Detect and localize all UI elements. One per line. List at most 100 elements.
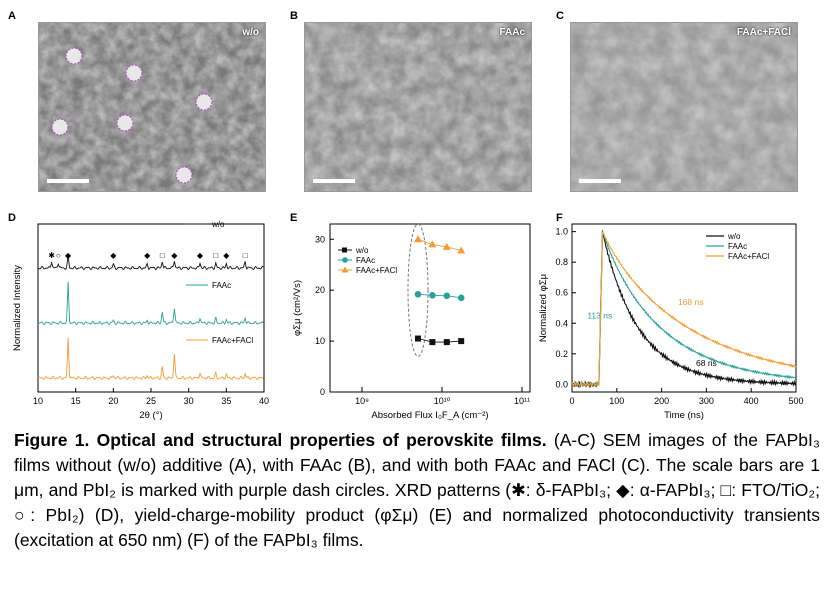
legend-label: FAAc+FACl: [212, 336, 253, 345]
phase-marker: □: [243, 251, 248, 260]
phase-marker: ◆: [65, 251, 72, 260]
panel-letter-c: C: [556, 10, 564, 22]
legend-marker: [341, 266, 349, 273]
phase-marker: ◆: [223, 251, 230, 260]
phase-marker: ◆: [144, 251, 151, 260]
transient-series-line: [571, 231, 797, 388]
data-point: [415, 335, 421, 342]
data-point: [442, 242, 451, 250]
y-tick-label: 0.6: [555, 288, 568, 298]
y-axis-label: Normalized Intensity: [12, 265, 23, 351]
data-point: [429, 291, 436, 299]
panel-letter-e: E: [290, 212, 298, 224]
x-tick-label: 500: [788, 396, 803, 406]
sem-image-b: FAAc: [304, 22, 532, 192]
y-axis-label: φΣμ (cm²/Vs): [292, 280, 303, 336]
pbi2-circle: [195, 93, 213, 111]
xrd-chart: 10 15 20 25 30 35 40 2θ (°) Normalized Intensity…: [12, 220, 269, 421]
panel-letter-b: B: [290, 10, 298, 22]
figure-caption: Figure 1. Optical and structural propert…: [14, 428, 820, 553]
xrd-series-line: [37, 281, 264, 326]
phase-marker: □: [213, 251, 218, 260]
y-tick-label: 0: [320, 387, 325, 397]
x-axis-label: 2θ (°): [139, 410, 162, 421]
legend-label: w/o: [727, 232, 741, 241]
x-tick-label: 400: [744, 396, 759, 406]
legend-label: FAAc: [728, 242, 747, 251]
x-tick-label: 20: [108, 396, 118, 406]
x-tick-label: 0: [569, 396, 574, 406]
plot-frame: [329, 223, 531, 393]
series-line: [417, 293, 462, 299]
x-tick-label: 10¹⁰: [434, 396, 451, 406]
mobility-chart: 10⁹ 10¹⁰ 10¹¹ 0 10 20 30 Absorbed Flux I₀F_A (c…: [292, 223, 531, 421]
x-axis-label: Absorbed Flux I₀F_A (cm⁻²): [371, 410, 488, 421]
panel-letter-a: A: [8, 10, 16, 22]
legend-marker: [342, 247, 347, 253]
y-tick-label: 1.0: [555, 227, 568, 237]
x-tick-label: 40: [259, 396, 269, 406]
plot-frame: [37, 223, 265, 393]
pbi2-circle: [51, 118, 69, 136]
highlight-ellipse: [407, 223, 429, 357]
phase-marker: ◆: [197, 251, 204, 260]
x-tick-label: 10⁹: [355, 396, 369, 406]
x-tick-label: 35: [221, 396, 231, 406]
legend-label: FAAc: [212, 281, 231, 290]
x-axis-label: Time (ns): [664, 410, 704, 421]
x-tick-label: 15: [71, 396, 81, 406]
xrd-series-line: [37, 255, 264, 271]
data-point: [458, 338, 465, 345]
x-tick-label: 25: [146, 396, 156, 406]
transient-series-line: [571, 231, 797, 389]
panel-letter-f: F: [556, 212, 563, 224]
sem-label-b: FAAc: [499, 27, 525, 38]
y-tick-label: 20: [315, 285, 325, 295]
caption-body: (A-C) SEM images of the FAPbI₃ films wit…: [14, 430, 820, 550]
data-point: [429, 339, 436, 346]
legend-label: w/o: [355, 246, 369, 255]
x-tick-label: 200: [654, 396, 669, 406]
legend-marker: [342, 257, 348, 263]
pbi2-circle: [125, 64, 143, 82]
scale-bar: [47, 179, 89, 183]
phase-marker: ○: [56, 251, 61, 260]
y-tick-label: 0.0: [555, 379, 568, 389]
lifetime-label: 168 ns: [678, 297, 704, 307]
x-tick-label: 10¹¹: [514, 396, 530, 406]
sem-image-a: w/o: [38, 22, 266, 192]
caption-title: Figure 1. Optical and structural propert…: [14, 430, 547, 450]
scale-bar: [313, 179, 355, 183]
sem-label-a: w/o: [242, 27, 259, 38]
y-tick-label: 30: [315, 234, 325, 244]
legend-label: FAAc+FACl: [356, 266, 397, 275]
lifetime-label: 68 ns: [696, 358, 717, 368]
x-tick-label: 30: [184, 396, 194, 406]
transient-series-line: [571, 230, 797, 389]
phase-marker: □: [160, 251, 165, 260]
phase-marker: ✱: [48, 251, 55, 260]
y-tick-label: 0.2: [555, 349, 568, 359]
data-point: [428, 240, 437, 248]
data-point: [457, 246, 466, 254]
panel-letter-d: D: [8, 212, 16, 224]
series-line: [417, 338, 462, 343]
plot-frame: [571, 223, 797, 393]
y-tick-label: 0.8: [555, 257, 568, 267]
phase-marker: ◆: [110, 251, 117, 260]
x-tick-label: 10: [33, 396, 43, 406]
y-tick-label: 10: [315, 336, 325, 346]
pbi2-circle: [65, 47, 83, 65]
pbi2-circle: [116, 114, 134, 132]
lifetime-label: 113 ns: [587, 311, 612, 321]
scale-bar: [579, 179, 621, 183]
pbi2-circle: [175, 166, 193, 184]
data-point: [414, 290, 422, 298]
data-point: [414, 235, 422, 243]
sem-texture-c: [571, 23, 797, 191]
data-point: [443, 339, 450, 346]
transient-chart: 0 100 200 300 400 500 0.0 0.2 0.4 0.6 0.8 1.0 Time (…: [538, 223, 804, 421]
legend-label: w/o: [211, 220, 225, 229]
legend-label: FAAc: [356, 256, 375, 265]
x-tick-label: 300: [699, 396, 714, 406]
